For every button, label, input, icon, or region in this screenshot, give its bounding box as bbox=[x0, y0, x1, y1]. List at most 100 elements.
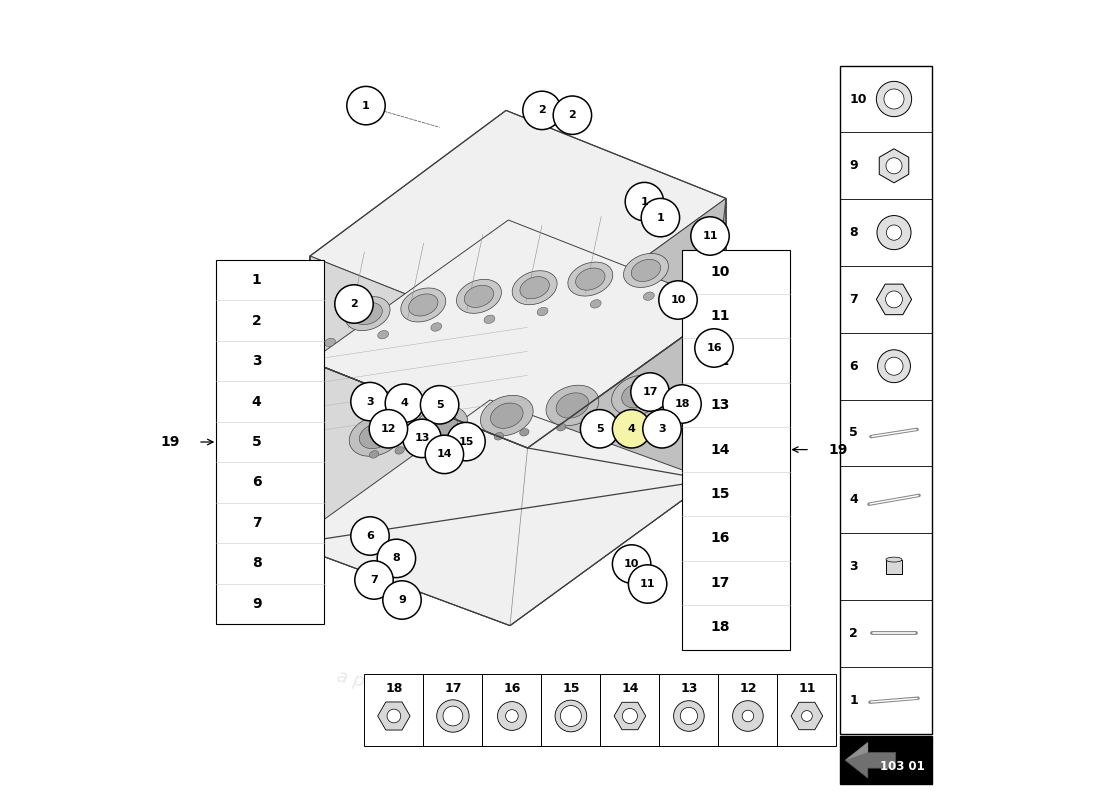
Ellipse shape bbox=[415, 406, 468, 446]
Bar bbox=[541, 674, 601, 746]
Text: 2: 2 bbox=[350, 299, 358, 309]
Bar bbox=[424, 674, 483, 746]
Circle shape bbox=[553, 96, 592, 134]
Ellipse shape bbox=[644, 292, 654, 300]
Ellipse shape bbox=[537, 307, 548, 316]
Text: 5: 5 bbox=[849, 426, 858, 439]
Text: 3: 3 bbox=[366, 397, 374, 406]
Ellipse shape bbox=[294, 375, 308, 393]
Ellipse shape bbox=[624, 254, 669, 287]
Circle shape bbox=[403, 419, 441, 458]
Bar bbox=[216, 260, 323, 624]
Circle shape bbox=[556, 700, 586, 732]
Text: 19: 19 bbox=[161, 435, 179, 449]
Ellipse shape bbox=[568, 262, 613, 296]
Circle shape bbox=[506, 710, 518, 722]
Ellipse shape bbox=[360, 423, 392, 449]
Bar bbox=[886, 559, 902, 574]
Polygon shape bbox=[845, 742, 868, 760]
Polygon shape bbox=[879, 149, 909, 183]
Text: 7: 7 bbox=[370, 575, 378, 585]
Circle shape bbox=[377, 539, 416, 578]
Ellipse shape bbox=[631, 259, 661, 282]
Circle shape bbox=[522, 91, 561, 130]
Ellipse shape bbox=[557, 423, 565, 431]
Text: 14: 14 bbox=[437, 450, 452, 459]
Circle shape bbox=[443, 706, 463, 726]
Circle shape bbox=[351, 517, 389, 555]
Circle shape bbox=[695, 329, 734, 367]
Circle shape bbox=[351, 382, 389, 421]
Bar bbox=[483, 674, 541, 746]
Text: a passion for parts since 1985: a passion for parts since 1985 bbox=[336, 667, 605, 741]
Circle shape bbox=[733, 701, 763, 731]
Circle shape bbox=[663, 385, 701, 423]
Text: 12: 12 bbox=[739, 682, 757, 694]
Text: 11: 11 bbox=[799, 682, 815, 694]
Text: 8: 8 bbox=[393, 554, 400, 563]
Ellipse shape bbox=[294, 351, 308, 369]
Circle shape bbox=[426, 435, 463, 474]
Polygon shape bbox=[310, 110, 726, 342]
Bar bbox=[601, 674, 659, 746]
Polygon shape bbox=[528, 198, 726, 448]
Text: 16: 16 bbox=[503, 682, 520, 694]
Circle shape bbox=[673, 701, 704, 731]
Polygon shape bbox=[285, 256, 310, 544]
Ellipse shape bbox=[484, 315, 495, 323]
Circle shape bbox=[887, 225, 902, 240]
Ellipse shape bbox=[582, 419, 592, 427]
Text: 5: 5 bbox=[252, 435, 262, 449]
Text: 5: 5 bbox=[596, 424, 604, 434]
Text: 6: 6 bbox=[366, 531, 374, 541]
Circle shape bbox=[630, 373, 669, 411]
Text: 3: 3 bbox=[658, 424, 666, 434]
Ellipse shape bbox=[353, 302, 383, 325]
Circle shape bbox=[613, 410, 651, 448]
Text: 1: 1 bbox=[849, 694, 858, 706]
Circle shape bbox=[886, 291, 902, 308]
Text: 4: 4 bbox=[628, 424, 636, 434]
Text: 13: 13 bbox=[415, 434, 430, 443]
Ellipse shape bbox=[377, 330, 388, 339]
Ellipse shape bbox=[696, 284, 707, 293]
Ellipse shape bbox=[886, 557, 902, 562]
Circle shape bbox=[447, 422, 485, 461]
Polygon shape bbox=[791, 702, 823, 730]
Bar bbox=[718, 674, 778, 746]
Circle shape bbox=[659, 281, 697, 319]
Circle shape bbox=[370, 410, 408, 448]
Text: 17: 17 bbox=[642, 387, 658, 397]
Ellipse shape bbox=[481, 395, 534, 436]
Text: 12: 12 bbox=[381, 424, 396, 434]
Text: 1: 1 bbox=[252, 274, 262, 287]
Circle shape bbox=[355, 561, 393, 599]
Text: 8: 8 bbox=[849, 226, 858, 239]
Ellipse shape bbox=[431, 442, 441, 449]
Ellipse shape bbox=[456, 279, 502, 314]
Polygon shape bbox=[845, 742, 895, 778]
Text: 4: 4 bbox=[400, 398, 408, 408]
Bar bbox=[364, 674, 424, 746]
Circle shape bbox=[628, 565, 667, 603]
Text: 18: 18 bbox=[674, 399, 690, 409]
Ellipse shape bbox=[519, 429, 529, 436]
Text: 9: 9 bbox=[849, 159, 858, 172]
Text: 18: 18 bbox=[385, 682, 403, 694]
Circle shape bbox=[385, 384, 424, 422]
Ellipse shape bbox=[345, 297, 390, 330]
Text: 103 01: 103 01 bbox=[880, 761, 924, 774]
Text: 7: 7 bbox=[849, 293, 858, 306]
Ellipse shape bbox=[621, 382, 654, 408]
Text: 14: 14 bbox=[711, 442, 729, 457]
Ellipse shape bbox=[491, 403, 524, 428]
Ellipse shape bbox=[464, 286, 494, 307]
Ellipse shape bbox=[395, 446, 405, 454]
Bar bbox=[682, 250, 790, 650]
Text: 17: 17 bbox=[444, 682, 462, 694]
Text: 2: 2 bbox=[252, 314, 262, 328]
Circle shape bbox=[346, 86, 385, 125]
Polygon shape bbox=[290, 362, 528, 626]
Text: 1: 1 bbox=[657, 213, 664, 222]
Text: 19: 19 bbox=[828, 442, 848, 457]
